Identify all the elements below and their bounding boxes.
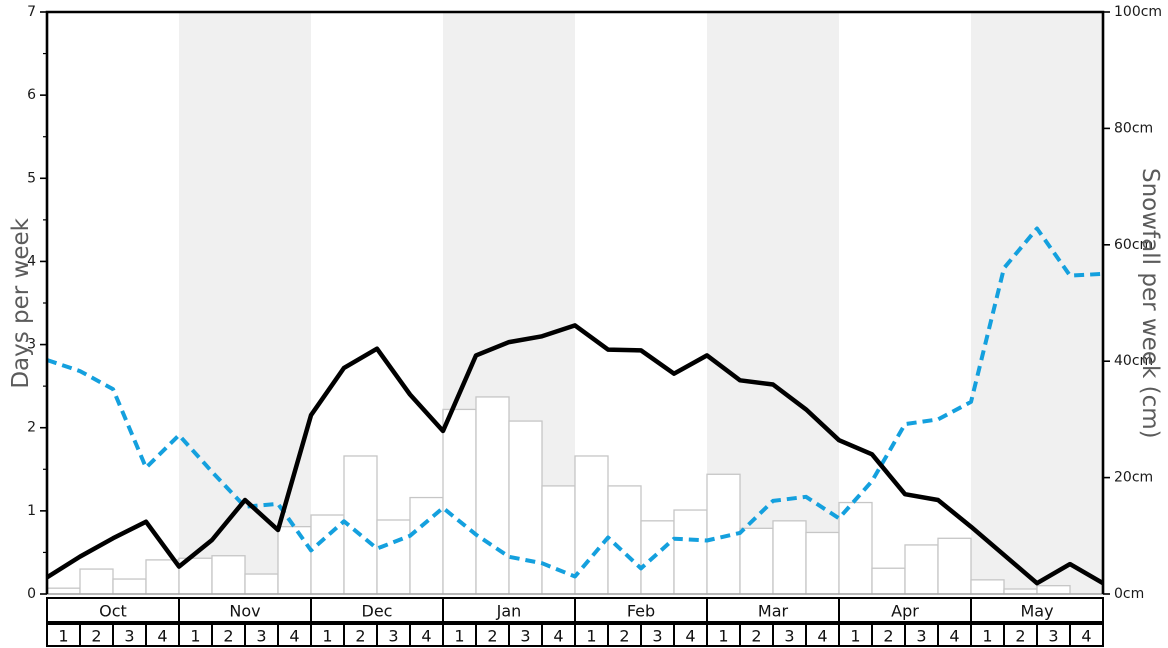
week-label: 2 xyxy=(619,627,629,646)
weekly-bar xyxy=(805,531,840,595)
weekly-bar xyxy=(937,537,972,595)
month-cell xyxy=(442,597,576,623)
week-label: 3 xyxy=(256,627,266,646)
left-axis-tick-label: 4 xyxy=(27,253,36,269)
month-label: Mar xyxy=(758,602,789,621)
month-label: Jan xyxy=(496,602,522,621)
week-label: 3 xyxy=(652,627,662,646)
month-label: Dec xyxy=(362,602,393,621)
week-label: 2 xyxy=(883,627,893,646)
week-label: 1 xyxy=(190,627,200,646)
shaded-month-band xyxy=(971,12,1103,594)
week-label: 4 xyxy=(421,627,431,646)
week-label: 2 xyxy=(223,627,233,646)
month-cell xyxy=(970,597,1104,623)
week-label: 4 xyxy=(1081,627,1091,646)
week-label: 1 xyxy=(454,627,464,646)
week-label: 4 xyxy=(817,627,827,646)
week-label: 1 xyxy=(58,627,68,646)
right-axis-tick-label: 60cm xyxy=(1114,237,1153,253)
weekly-bar xyxy=(871,567,906,595)
weekly-bar xyxy=(706,473,741,595)
weekly-bar xyxy=(574,455,609,595)
left-axis-tick-label: 7 xyxy=(27,4,36,20)
weekly-bar xyxy=(244,573,279,595)
week-label: 1 xyxy=(982,627,992,646)
week-label: 4 xyxy=(949,627,959,646)
left-axis-tick-label: 6 xyxy=(27,87,36,103)
snow-days-line xyxy=(45,323,1105,586)
week-label: 2 xyxy=(751,627,761,646)
week-label: 4 xyxy=(289,627,299,646)
right-axis-tick-label: 100cm xyxy=(1114,4,1162,20)
week-label: 2 xyxy=(355,627,365,646)
week-label: 1 xyxy=(586,627,596,646)
shaded-month-band xyxy=(179,12,311,594)
week-label: 2 xyxy=(1015,627,1025,646)
weekly-bar xyxy=(673,509,708,595)
weekly-bar xyxy=(112,578,147,595)
weekly-bar xyxy=(1003,588,1038,595)
week-label: 1 xyxy=(850,627,860,646)
month-label: May xyxy=(1020,602,1053,621)
weekly-bar xyxy=(904,544,939,595)
left-axis-tick-label: 3 xyxy=(27,337,36,353)
weekly-bar xyxy=(739,527,774,595)
week-label: 3 xyxy=(124,627,134,646)
weekly-bar xyxy=(970,579,1005,595)
left-axis-tick-label: 2 xyxy=(27,420,36,436)
month-cell xyxy=(706,597,840,623)
weekly-bar xyxy=(772,520,807,595)
right-axis-title-wrap: Snowfall per week (cm) xyxy=(1134,12,1166,594)
left-axis-tick-label: 1 xyxy=(27,503,36,519)
month-label: Oct xyxy=(99,602,127,621)
weekly-bar xyxy=(376,519,411,595)
month-label: Nov xyxy=(229,602,260,621)
right-axis-tick-label: 80cm xyxy=(1114,120,1153,136)
week-label: 3 xyxy=(1048,627,1058,646)
week-label: 4 xyxy=(157,627,167,646)
weekly-bar xyxy=(211,555,246,595)
snowfall-cm-line xyxy=(46,226,1104,579)
month-cell xyxy=(310,597,444,623)
month-label: Feb xyxy=(627,602,655,621)
left-axis-title: Days per week xyxy=(8,217,34,389)
left-axis-tick-label: 5 xyxy=(27,170,36,186)
weekly-bar xyxy=(79,568,114,595)
weekly-bar xyxy=(508,420,543,595)
week-label: 2 xyxy=(487,627,497,646)
weekly-bar xyxy=(640,520,675,595)
weekly-bar xyxy=(607,485,642,595)
month-label: Apr xyxy=(891,602,919,621)
right-axis-tick-label: 20cm xyxy=(1114,470,1153,486)
week-label: 2 xyxy=(91,627,101,646)
left-axis-tick-label: 0 xyxy=(27,586,36,602)
weekly-bar xyxy=(541,485,576,595)
weekly-bar xyxy=(277,526,312,595)
weekly-bar xyxy=(1036,585,1071,595)
month-cell xyxy=(838,597,972,623)
week-label: 4 xyxy=(685,627,695,646)
weekly-bar xyxy=(475,396,510,595)
weekly-bar xyxy=(46,587,81,595)
weekly-bar xyxy=(310,514,345,595)
week-label: 3 xyxy=(784,627,794,646)
left-axis-title-wrap: Days per week xyxy=(6,12,36,594)
month-cell xyxy=(46,597,180,623)
right-axis-tick-label: 0cm xyxy=(1114,586,1144,602)
week-label: 3 xyxy=(916,627,926,646)
week-label: 1 xyxy=(718,627,728,646)
weekly-bar xyxy=(145,559,180,595)
weekly-bar xyxy=(442,408,477,595)
right-axis-tick-label: 40cm xyxy=(1114,353,1153,369)
weekly-bar xyxy=(838,501,873,595)
week-cell xyxy=(1069,623,1104,647)
week-label: 3 xyxy=(520,627,530,646)
right-axis-title: Snowfall per week (cm) xyxy=(1137,167,1163,439)
week-label: 4 xyxy=(553,627,563,646)
week-label: 3 xyxy=(388,627,398,646)
week-label: 1 xyxy=(322,627,332,646)
